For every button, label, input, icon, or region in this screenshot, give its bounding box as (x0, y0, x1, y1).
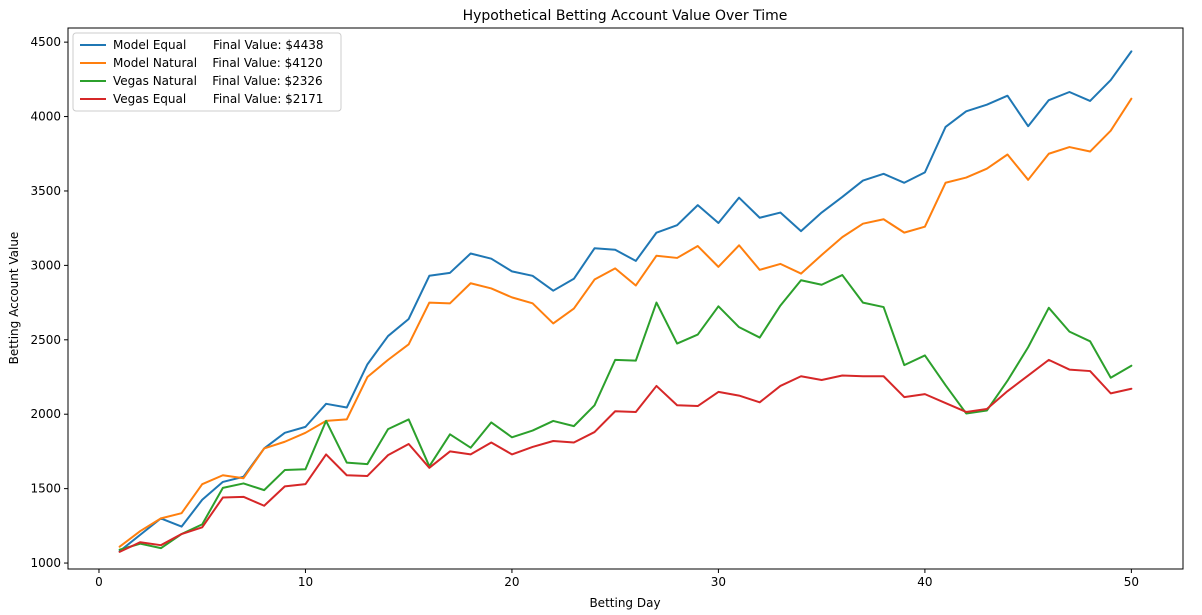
y-tick-label: 1500 (30, 482, 61, 496)
y-tick-label: 4500 (30, 35, 61, 49)
series-layer (118, 50, 1133, 553)
y-tick-label: 3500 (30, 184, 61, 198)
legend-label: Model Equal Final Value: $4438 (113, 38, 324, 52)
series-line-vegas-natural (118, 274, 1133, 551)
y-tick-label: 2500 (30, 333, 61, 347)
series-line-model-equal (118, 50, 1133, 553)
y-axis: 1000 1500 2000 2500 3000 3500 4000 4500 (30, 35, 68, 570)
legend-label: Model Natural Final Value: $4120 (113, 56, 323, 70)
y-tick-label: 2000 (30, 407, 61, 421)
series-line-model-natural (118, 97, 1133, 548)
x-tick-label: 40 (917, 575, 932, 589)
chart-title: Hypothetical Betting Account Value Over … (463, 8, 788, 24)
legend-box (72, 32, 342, 112)
legend-label: Vegas Equal Final Value: $2171 (113, 92, 323, 106)
plot-frame (67, 27, 1184, 570)
x-tick-label: 10 (298, 575, 313, 589)
y-tick-label: 1000 (30, 556, 61, 570)
x-tick-label: 30 (711, 575, 726, 589)
y-tick-label: 4000 (30, 110, 61, 124)
legend: Model Equal Final Value: $4438 Model Natu… (72, 32, 342, 112)
x-tick-label: 50 (1124, 575, 1139, 589)
y-axis-label: Betting Account Value (7, 232, 21, 365)
legend-label: Vegas Natural Final Value: $2326 (113, 74, 323, 88)
x-axis-label: Betting Day (589, 596, 660, 610)
series-line-vegas-equal (118, 358, 1133, 553)
x-tick-label: 0 (95, 575, 103, 589)
x-tick-label: 20 (504, 575, 519, 589)
y-tick-label: 3000 (30, 258, 61, 272)
x-axis: 0 10 20 30 40 50 (95, 569, 1139, 589)
